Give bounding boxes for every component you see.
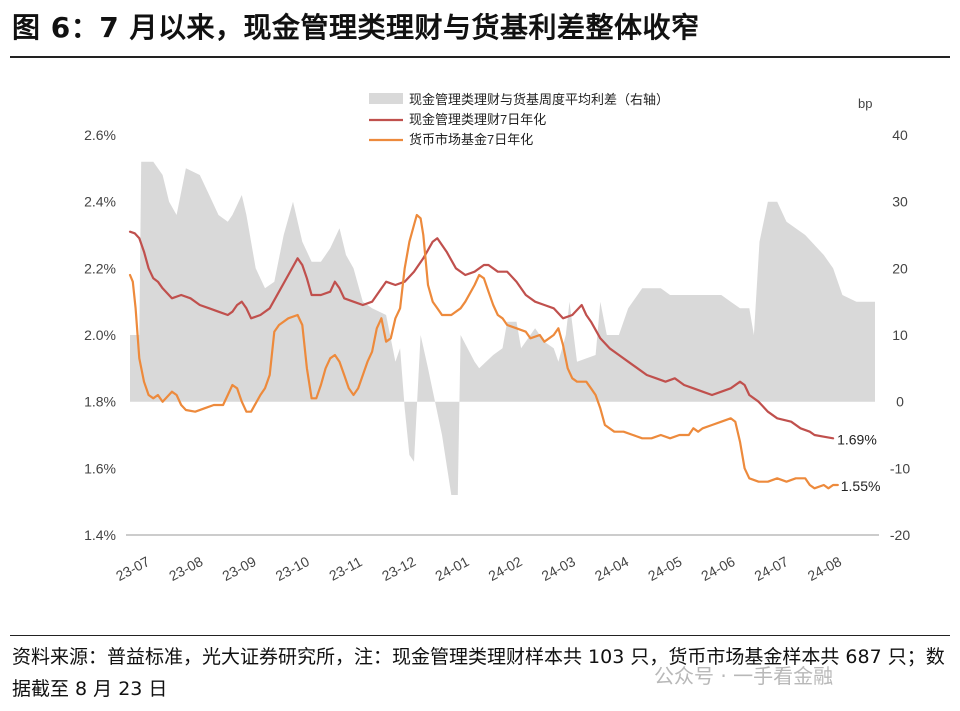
y-left-tick-label: 2.4% — [84, 194, 116, 210]
spread-yield-chart: 1.69% 1.55% 1.4% 1.6% 1.8% 2.0% 2.2% 2.4% 2.6% -2… — [84, 92, 910, 584]
x-tick-label: 24-08 — [805, 553, 844, 584]
y-left-tick-label: 1.4% — [84, 527, 116, 543]
x-tick-label: 23-12 — [379, 553, 418, 584]
spread-area-layer — [130, 161, 875, 495]
x-tick-label: 23-07 — [113, 553, 152, 584]
yield-lines-layer — [128, 213, 839, 490]
x-tick-label: 23-09 — [220, 553, 259, 584]
y-right-tick-label: -20 — [890, 527, 910, 543]
title-divider — [10, 56, 950, 58]
legend-swatch-spread — [369, 93, 403, 104]
y-left-tick-label: 1.8% — [84, 394, 116, 410]
x-tick-label: 23-11 — [326, 553, 364, 584]
cash-mgmt-yield-line — [128, 230, 835, 440]
y-left-tick-label: 1.6% — [84, 460, 116, 476]
y-left-tick-label: 2.0% — [84, 327, 116, 343]
y-right-tick-label: 40 — [892, 127, 908, 143]
legend-label-cash-mgmt: 现金管理类理财7日年化 — [409, 112, 546, 127]
legend-label-mmf: 货币市场基金7日年化 — [409, 132, 533, 147]
y-right-tick-label: 0 — [896, 394, 904, 410]
y-right-tick-label: 20 — [892, 260, 908, 276]
x-tick-label: 24-07 — [752, 553, 791, 584]
watermark: 公众号 · 一手看金融 — [654, 664, 834, 688]
mmf-yield-line — [128, 213, 839, 490]
figure-title: 图 6：7 月以来，现金管理类理财与货基利差整体收窄 — [12, 11, 700, 44]
y-left-tick-label: 2.6% — [84, 127, 116, 143]
right-axis-unit: bp — [858, 96, 872, 111]
y-right-tick-label: -10 — [890, 460, 910, 476]
end-label-mmf: 1.55% — [841, 478, 881, 494]
end-label-cash-mgmt: 1.69% — [837, 431, 877, 447]
legend-label-spread: 现金管理类理财与货基周度平均利差（右轴） — [409, 92, 669, 107]
x-tick-label: 24-03 — [539, 553, 578, 584]
x-tick-label: 24-06 — [698, 553, 737, 584]
y-right-tick-label: 30 — [892, 194, 908, 210]
source-note: 资料来源：普益标准，光大证券研究所，注：现金管理类理财样本共 103 只，货币市… — [12, 646, 945, 700]
legend: 现金管理类理财与货基周度平均利差（右轴） 现金管理类理财7日年化 货币市场基金7… — [369, 92, 669, 147]
x-tick-label: 24-04 — [592, 553, 631, 584]
x-tick-label: 23-10 — [273, 553, 312, 584]
source-divider — [10, 635, 950, 636]
y-right-tick-label: 10 — [892, 327, 908, 343]
spread-area — [130, 161, 875, 495]
x-tick-label: 23-08 — [166, 553, 205, 584]
x-tick-label: 24-05 — [645, 553, 684, 584]
y-left-tick-label: 2.2% — [84, 260, 116, 276]
x-tick-label: 24-02 — [486, 553, 525, 584]
x-tick-label: 24-01 — [432, 553, 471, 584]
